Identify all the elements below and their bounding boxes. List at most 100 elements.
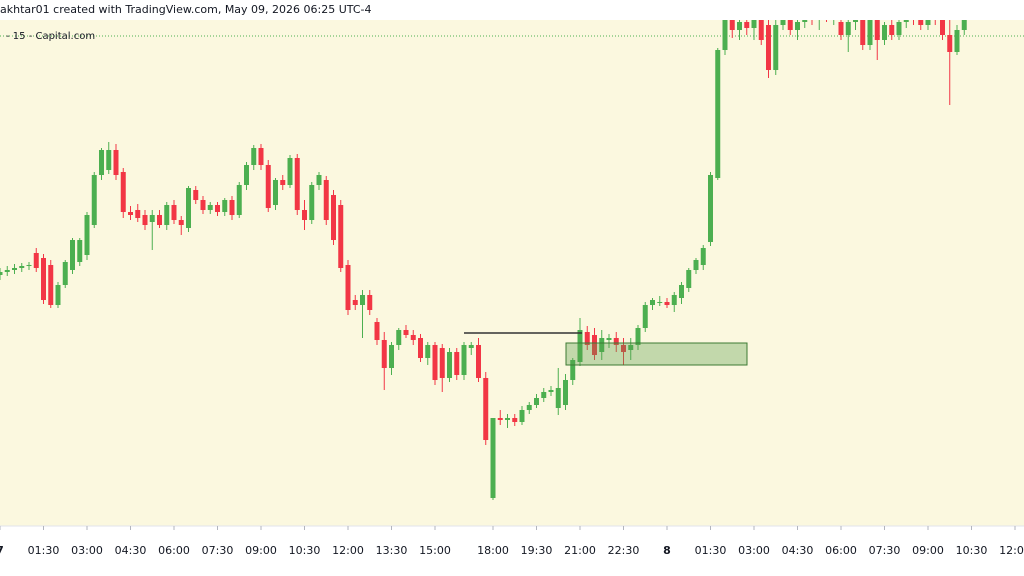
candle-body <box>128 212 133 215</box>
candle-body <box>142 215 148 225</box>
candle-body <box>961 20 967 30</box>
candle-body <box>635 328 641 345</box>
candle-body <box>889 25 895 35</box>
chart-title: akhtar01 created with TradingView.com, M… <box>0 3 372 16</box>
candle-body <box>331 195 336 240</box>
candle-body <box>425 345 431 358</box>
candle-body <box>157 215 162 225</box>
x-tick-label: 10:30 <box>956 544 988 557</box>
x-tick-label: 04:30 <box>115 544 147 557</box>
x-tick-label: 07:30 <box>869 544 901 557</box>
candle-body <box>99 150 104 175</box>
candle-body <box>744 22 750 28</box>
x-tick-label: 19:30 <box>521 544 553 557</box>
candle-body <box>186 188 191 228</box>
candle-body <box>606 338 612 340</box>
candle-body <box>0 272 3 275</box>
candle-body <box>19 266 25 268</box>
x-tick-label: 21:00 <box>564 544 596 557</box>
candle-body <box>584 332 590 345</box>
x-tick-label: 01:30 <box>695 544 727 557</box>
x-tick-label: 13:30 <box>376 544 408 557</box>
candle-body <box>882 25 887 40</box>
x-tick-label: 03:00 <box>71 544 103 557</box>
candle-body <box>758 20 764 40</box>
candle-body <box>439 348 445 378</box>
x-tick-label: 7 <box>0 544 4 557</box>
candle-body <box>570 360 576 380</box>
candle-body <box>265 165 271 208</box>
candle-body <box>432 345 438 380</box>
candle-body <box>4 270 10 272</box>
candle-body <box>323 180 329 220</box>
x-tick-label: 18:00 <box>477 544 509 557</box>
candle-body <box>563 380 568 405</box>
candle-body <box>360 295 365 305</box>
candle-body <box>120 172 126 212</box>
candle-body <box>84 215 90 255</box>
candle-body <box>925 20 931 25</box>
candle-body <box>193 190 199 200</box>
candle-body <box>613 338 619 345</box>
candle-body <box>483 378 489 440</box>
candle-body <box>874 20 880 40</box>
candle-body <box>26 265 32 266</box>
candle-body <box>215 205 220 212</box>
candle-body <box>838 22 844 35</box>
candle-body <box>896 22 902 35</box>
header-bar <box>0 0 1024 20</box>
x-tick-label: 01:30 <box>28 544 60 557</box>
candle-body <box>200 200 206 210</box>
candle-body <box>497 418 503 420</box>
candle-body <box>693 260 699 270</box>
candle-body <box>258 148 264 165</box>
x-tick-label: 07:30 <box>202 544 234 557</box>
candle-body <box>280 180 286 185</box>
candle-body <box>534 398 539 405</box>
candle-body <box>367 295 373 310</box>
candle-body <box>468 345 474 348</box>
x-tick-label: 12:00 <box>999 544 1024 557</box>
candle-body <box>454 352 460 375</box>
candle-body <box>918 20 924 25</box>
x-tick-label: 06:00 <box>158 544 190 557</box>
candle-body <box>222 200 228 212</box>
candle-body <box>729 20 735 30</box>
candle-body <box>954 30 960 52</box>
candle-body <box>287 158 293 185</box>
x-tick-label: 09:00 <box>912 544 944 557</box>
x-tick-label: 10:30 <box>289 544 321 557</box>
candle-body <box>135 210 141 218</box>
candle-body <box>171 205 177 220</box>
candle-body <box>642 305 648 328</box>
candle-body <box>381 340 387 368</box>
candle-body <box>787 20 793 30</box>
candle-body <box>686 270 692 288</box>
candle-body <box>628 345 634 350</box>
candle-body <box>526 405 532 410</box>
time-axis-background <box>0 526 1024 576</box>
candle-body <box>657 302 663 303</box>
candle-body <box>845 22 851 35</box>
candle-body <box>389 345 394 368</box>
candle-body <box>541 392 547 398</box>
candle-body <box>555 388 561 408</box>
candle-body <box>512 418 518 422</box>
candle-body <box>41 258 46 300</box>
candle-body <box>700 248 706 265</box>
x-tick-label: 03:00 <box>738 544 770 557</box>
x-tick-label: 8 <box>663 544 671 557</box>
candle-body <box>396 330 402 345</box>
candle-body <box>302 210 307 220</box>
candle-body <box>236 185 242 215</box>
candle-body <box>113 150 119 175</box>
candle-body <box>592 335 597 355</box>
candle-body <box>229 200 235 215</box>
candle-body <box>715 50 721 178</box>
candle-body <box>650 300 655 305</box>
candle-body <box>410 335 416 340</box>
candle-body <box>91 175 97 225</box>
candle-body <box>722 20 728 50</box>
candle-body <box>621 345 626 352</box>
candle-body <box>853 20 858 22</box>
